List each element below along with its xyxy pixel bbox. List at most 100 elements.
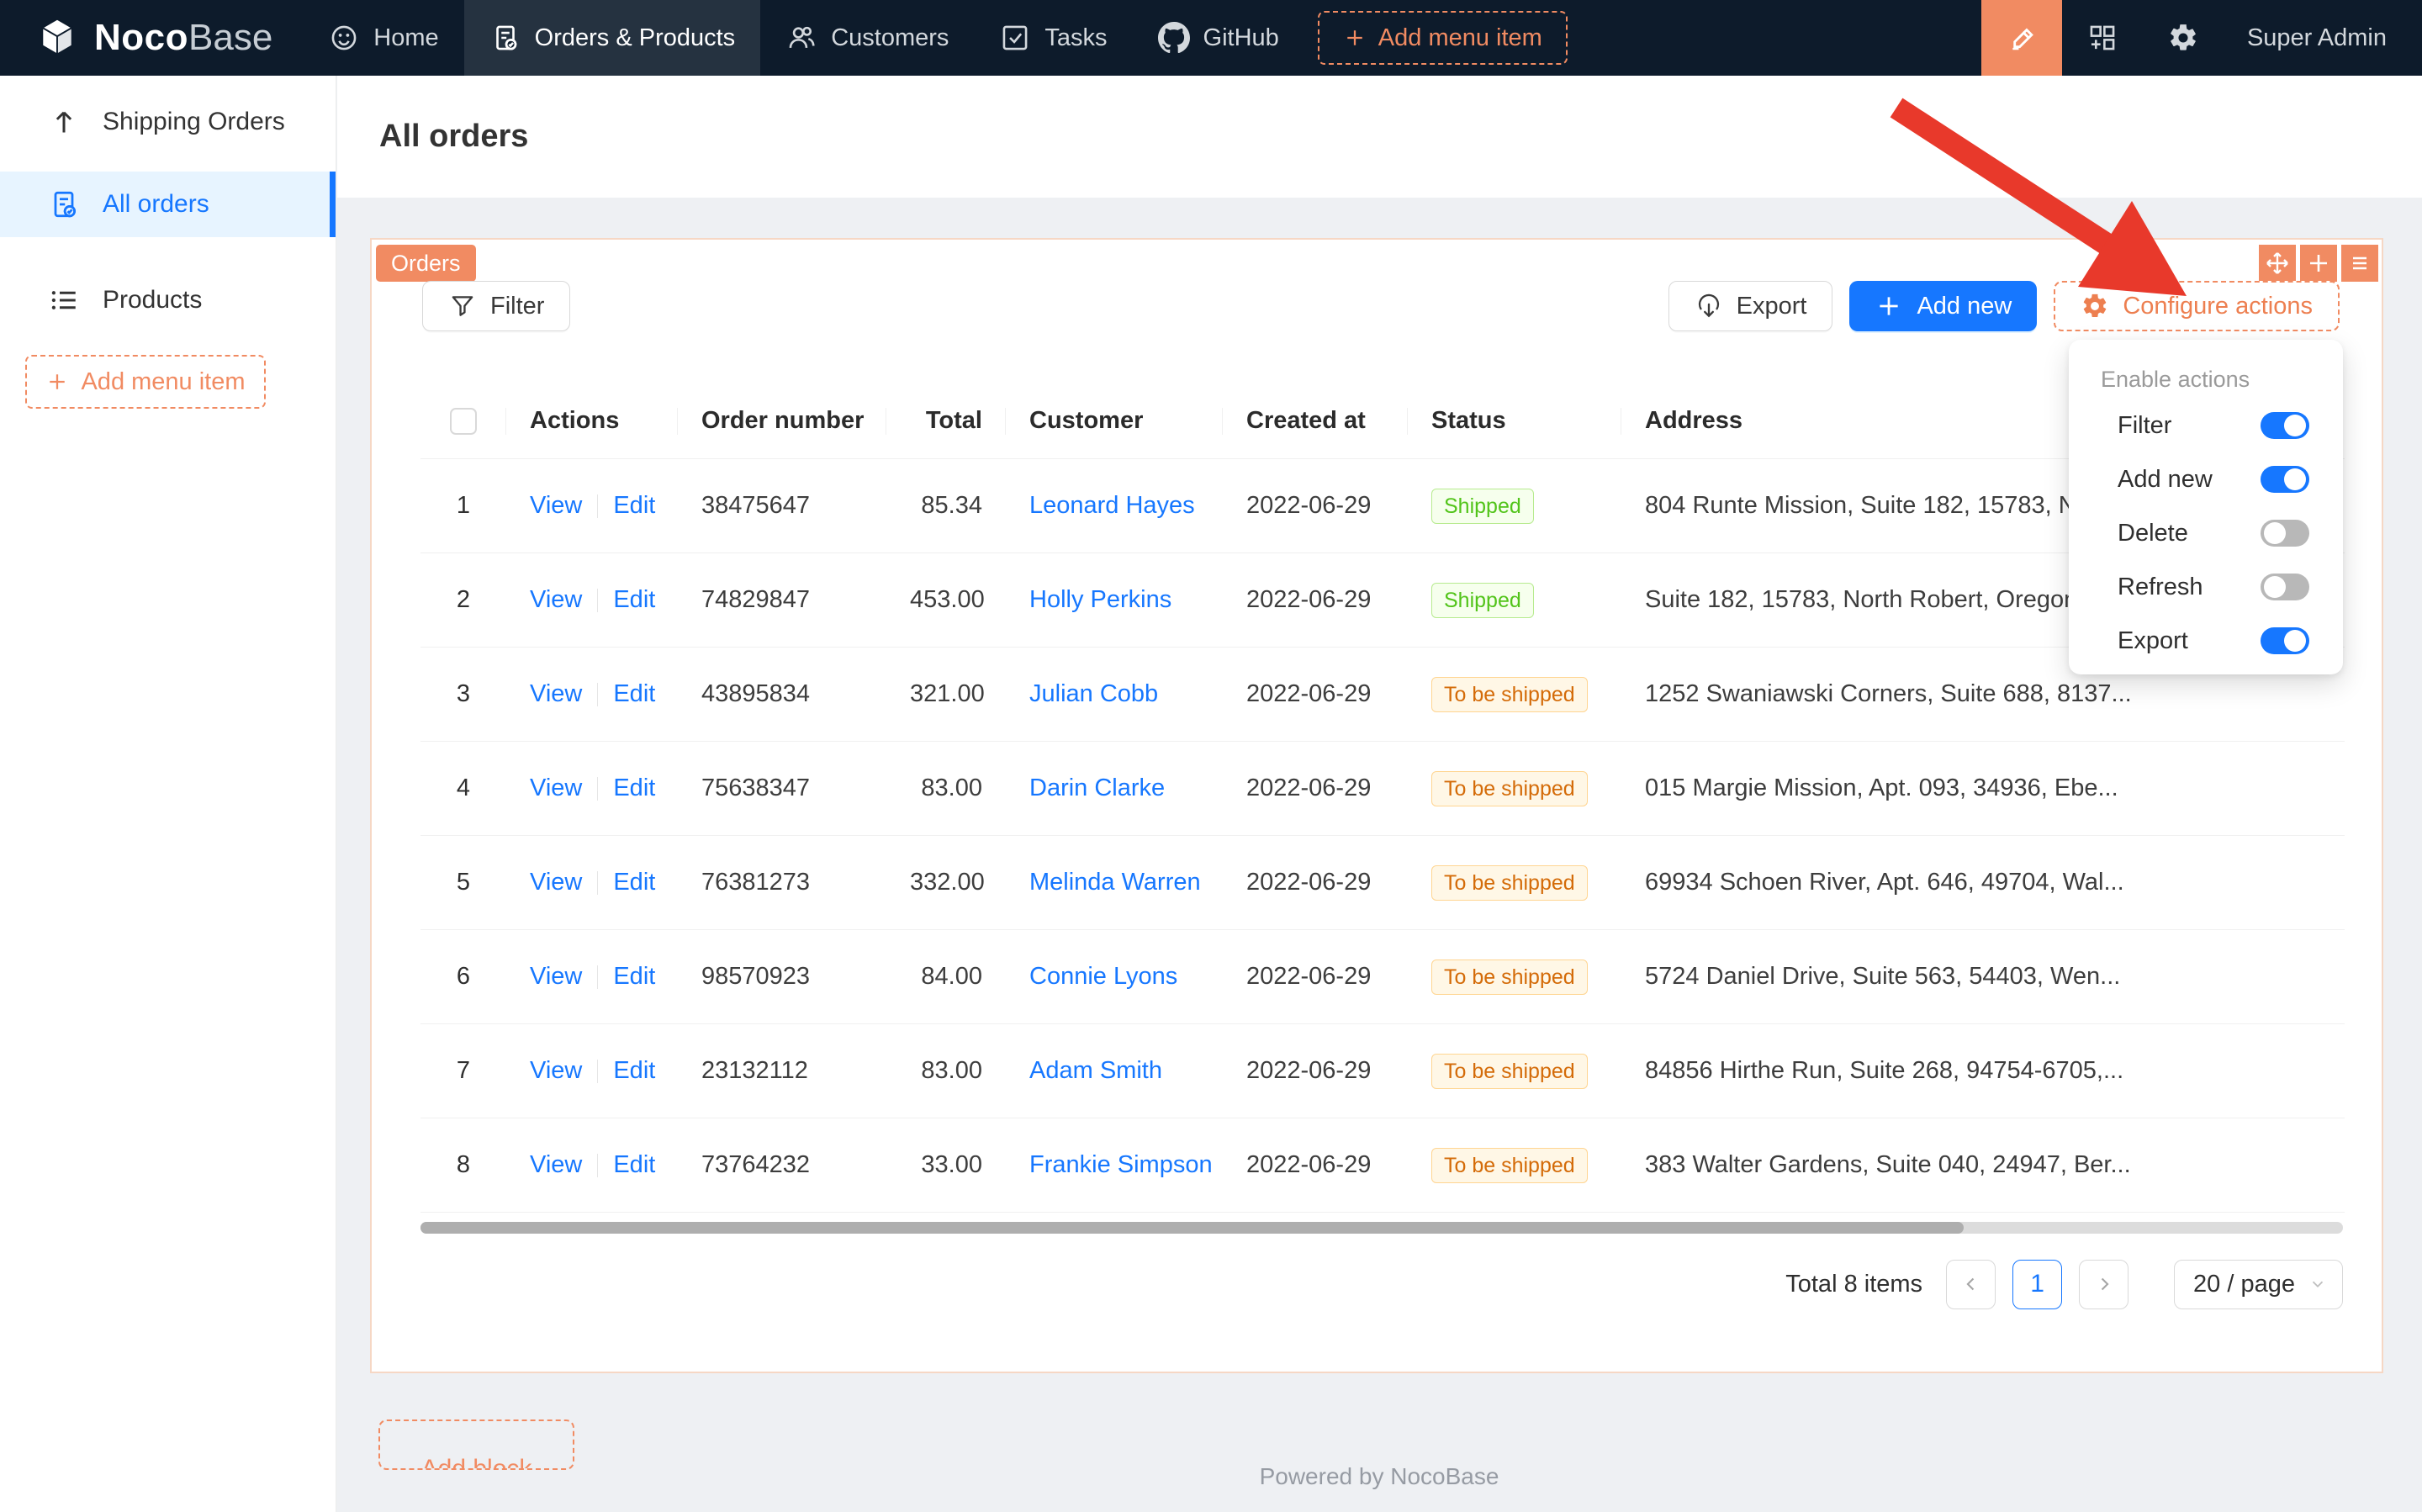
divider <box>597 494 599 519</box>
sidebar-item-products[interactable]: Products <box>0 267 336 333</box>
plugin-blocks-button[interactable] <box>2062 0 2143 76</box>
configure-actions-button[interactable]: Configure actions <box>2054 281 2340 331</box>
export-button[interactable]: Export <box>1668 281 1833 331</box>
nav-item-home[interactable]: Home <box>303 0 463 76</box>
customer-link[interactable]: Adam Smith <box>1029 1057 1162 1084</box>
toggle-delete[interactable] <box>2261 520 2309 547</box>
created-at-cell: 2022-06-29 <box>1246 869 1372 896</box>
orders-collection-tag[interactable]: Orders <box>376 245 476 282</box>
chevron-left-icon <box>1965 1277 1974 1291</box>
nav-item-github[interactable]: GitHub <box>1133 0 1304 76</box>
address-cell: 5724 Daniel Drive, Suite 563, 54403, Wen… <box>1645 963 2121 990</box>
sidebar-add-menu-item-button[interactable]: Add menu item <box>25 355 266 409</box>
status-cell: To be shipped <box>1408 1053 1621 1089</box>
total-cell: 321.00 <box>910 680 985 707</box>
horizontal-scrollbar-thumb[interactable] <box>420 1222 1964 1234</box>
block-menu-button[interactable] <box>2341 245 2378 282</box>
table-row: 3 View Edit 43895834 321.00 Julian Cobb 2… <box>420 648 2345 742</box>
nav-add-menu-item-button[interactable]: Add menu item <box>1317 11 1568 65</box>
edit-link[interactable]: Edit <box>613 680 656 707</box>
pagination-next-button[interactable] <box>2079 1259 2129 1309</box>
pagination-prev-button[interactable] <box>1946 1259 1996 1309</box>
select-all-checkbox[interactable] <box>450 407 477 435</box>
edit-link[interactable]: Edit <box>613 963 656 990</box>
move-icon <box>2266 252 2288 274</box>
edit-link[interactable]: Edit <box>613 869 656 896</box>
edit-link[interactable]: Edit <box>613 1057 656 1084</box>
add-new-button[interactable]: Add new <box>1849 281 2038 331</box>
status-badge: To be shipped <box>1431 864 1588 901</box>
view-link[interactable]: View <box>530 680 583 707</box>
created-at-cell: 2022-06-29 <box>1246 492 1372 519</box>
filter-button[interactable]: Filter <box>422 281 571 331</box>
edit-link[interactable]: Edit <box>613 586 656 613</box>
toggle-add-new[interactable] <box>2261 466 2309 493</box>
enable-action-item: Refresh <box>2069 560 2343 614</box>
order-number-cell: 38475647 <box>701 492 811 519</box>
drag-block-button[interactable] <box>2259 245 2296 282</box>
sidebar-item-all-orders[interactable]: All orders <box>0 172 336 237</box>
edit-link[interactable]: Edit <box>613 775 656 801</box>
row-actions: View Edit <box>506 775 678 802</box>
nav-item-orders-products[interactable]: Orders & Products <box>463 0 761 76</box>
horizontal-scrollbar-track[interactable] <box>420 1222 2343 1234</box>
toggle-export[interactable] <box>2261 627 2309 654</box>
order-number-cell: 75638347 <box>701 775 811 801</box>
row-actions: View Edit <box>506 1151 678 1179</box>
address-cell: 84856 Hirthe Run, Suite 268, 94754-6705,… <box>1645 1057 2124 1084</box>
divider <box>597 1060 599 1084</box>
status-cell: To be shipped <box>1408 864 1621 901</box>
view-link[interactable]: View <box>530 775 583 801</box>
toggle-knob <box>2284 415 2306 436</box>
toggle-refresh[interactable] <box>2261 574 2309 600</box>
chevron-down-icon <box>2312 1281 2324 1288</box>
toggle-filter[interactable] <box>2261 412 2309 439</box>
customer-link[interactable]: Julian Cobb <box>1029 680 1159 707</box>
customer-link[interactable]: Frankie Simpson <box>1029 1151 1213 1178</box>
gear-icon <box>2084 293 2107 318</box>
view-link[interactable]: View <box>530 963 583 990</box>
nav-item-customers[interactable]: Customers <box>760 0 974 76</box>
view-link[interactable]: View <box>530 492 583 519</box>
settings-button[interactable] <box>2143 0 2224 76</box>
view-link[interactable]: View <box>530 1057 583 1084</box>
status-cell: Shipped <box>1408 582 1621 618</box>
table-row: 5 View Edit 76381273 332.00 Melinda Warre… <box>420 836 2345 930</box>
table-row: 2 View Edit 74829847 453.00 Holly Perkins… <box>420 553 2345 648</box>
table-header-row: Actions Order number Total Customer Crea… <box>420 383 2345 459</box>
column-header-created-at: Created at <box>1223 407 1408 435</box>
sidebar: Shipping Orders All orders Products Add … <box>0 76 336 1512</box>
enable-action-item: Add new <box>2069 452 2343 506</box>
customer-cell: Frankie Simpson <box>1006 1151 1223 1179</box>
highlighter-icon <box>2012 28 2033 50</box>
ui-editor-button[interactable] <box>1980 0 2062 76</box>
customer-cell: Julian Cobb <box>1006 680 1223 708</box>
page-size-select[interactable]: 20 / page <box>2174 1259 2343 1309</box>
customer-link[interactable]: Darin Clarke <box>1029 775 1166 801</box>
customer-cell: Adam Smith <box>1006 1057 1223 1085</box>
nocobase-logo[interactable]: NocoBase <box>0 16 303 60</box>
add-block-bottom-button[interactable]: Add block <box>378 1419 574 1470</box>
toggle-knob <box>2264 576 2286 598</box>
pagination-page-1[interactable]: 1 <box>2012 1259 2063 1309</box>
edit-link[interactable]: Edit <box>613 1151 656 1178</box>
row-index: 8 <box>456 1151 471 1178</box>
divider <box>597 683 599 707</box>
edit-link[interactable]: Edit <box>613 492 656 519</box>
customer-link[interactable]: Holly Perkins <box>1029 586 1172 613</box>
status-cell: To be shipped <box>1408 770 1621 806</box>
sidebar-item-shipping-orders[interactable]: Shipping Orders <box>0 89 336 155</box>
row-actions: View Edit <box>506 586 678 614</box>
user-menu[interactable]: Super Admin <box>2246 24 2387 51</box>
view-link[interactable]: View <box>530 586 583 613</box>
customer-link[interactable]: Connie Lyons <box>1029 963 1178 990</box>
nav-item-tasks[interactable]: Tasks <box>974 0 1132 76</box>
view-link[interactable]: View <box>530 869 583 896</box>
customer-link[interactable]: Leonard Hayes <box>1029 492 1195 519</box>
customer-link[interactable]: Melinda Warren <box>1029 869 1201 896</box>
view-link[interactable]: View <box>530 1151 583 1178</box>
created-at-cell: 2022-06-29 <box>1246 775 1372 801</box>
divider <box>597 1154 599 1178</box>
add-block-button[interactable] <box>2300 245 2337 282</box>
status-cell: To be shipped <box>1408 676 1621 712</box>
